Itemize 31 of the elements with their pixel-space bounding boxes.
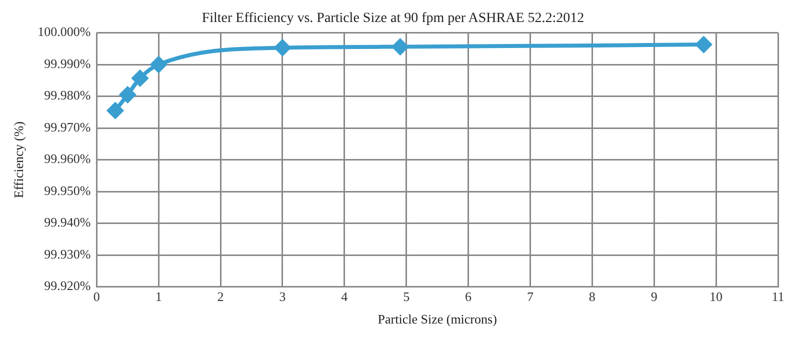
y-tick-label: 99.950% (44, 182, 91, 198)
x-tick-label: 3 (279, 289, 286, 304)
point (150, 56, 167, 73)
point (120, 86, 136, 103)
y-tick-label: 100.000% (38, 24, 91, 40)
x-tick-label: 5 (403, 289, 410, 304)
y-axis-title: Efficiency (%) (11, 121, 26, 198)
point (392, 38, 408, 55)
y-tick-label: 99.970% (44, 119, 91, 134)
point (696, 36, 712, 53)
chart-title: Filter Efficiency vs. Particle Size at 90 fpm per ASHRAE 52.2:2012 (202, 11, 584, 26)
x-tick-label: 0 (93, 289, 100, 304)
x-axis-title: Particle Size (microns) (378, 312, 497, 327)
x-tick-label: 4 (341, 289, 348, 304)
y-tick-label: 99.920% (44, 278, 91, 294)
point (107, 102, 124, 119)
x-tick-label: 9 (650, 289, 658, 304)
y-tick-label: 99.980% (44, 88, 91, 103)
y-tick-label: 99.960% (44, 151, 91, 166)
x-tick-label: 1 (155, 289, 162, 304)
x-tick-label: 8 (588, 289, 596, 304)
y-tick-label: 99.930% (44, 246, 91, 262)
x-tick-label: 6 (465, 289, 472, 304)
x-tick-label: 11 (772, 289, 784, 304)
x-tick-label: 2 (217, 289, 224, 304)
x-tick-label: 10 (710, 289, 723, 304)
point (274, 40, 290, 56)
y-tick-label: 99.990% (44, 56, 91, 71)
point (132, 70, 148, 86)
x-tick-label: 7 (526, 289, 534, 304)
y-tick-label: 99.940% (44, 214, 91, 230)
